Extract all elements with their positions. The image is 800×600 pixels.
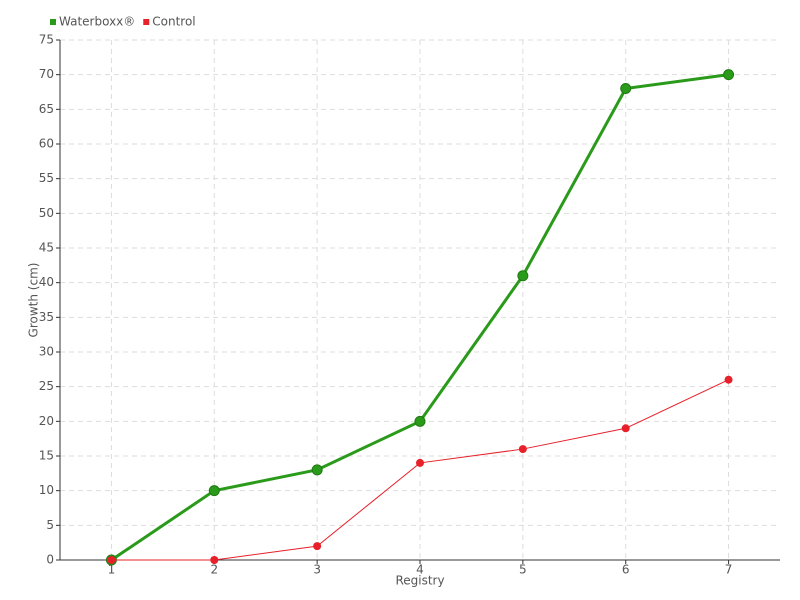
y-tick-label: 50 <box>39 206 54 220</box>
series-line <box>111 379 729 561</box>
y-tick-label: 60 <box>39 137 54 151</box>
y-tick-label: 5 <box>46 518 54 532</box>
data-point <box>210 556 219 564</box>
legend-swatch <box>50 19 56 25</box>
x-axis-label: Registry <box>395 574 444 588</box>
y-tick-label: 15 <box>39 449 54 463</box>
data-point <box>724 375 733 384</box>
y-tick-label: 35 <box>39 310 54 324</box>
data-point <box>311 464 323 476</box>
x-tick-label: 6 <box>622 563 630 577</box>
y-tick-label: 45 <box>39 241 54 255</box>
x-tick-label: 2 <box>210 563 218 577</box>
x-tick-label: 7 <box>725 563 733 577</box>
y-tick-label: 25 <box>39 379 54 393</box>
grid <box>60 39 780 561</box>
data-point <box>414 415 426 427</box>
legend-label: Control <box>152 15 195 29</box>
y-tick-label: 30 <box>39 345 54 359</box>
y-axis-label: Growth (cm) <box>27 263 41 338</box>
x-tick-label: 5 <box>519 563 527 577</box>
x-tick-label: 4 <box>416 563 424 577</box>
data-point <box>313 542 322 551</box>
y-tick-label: 20 <box>39 414 54 428</box>
data-point <box>621 424 630 433</box>
data-point <box>723 69 735 81</box>
y-tick-label: 70 <box>39 67 54 81</box>
y-tick-label: 0 <box>46 553 54 567</box>
data-point <box>208 485 220 497</box>
data-point <box>107 556 116 564</box>
x-tick-label: 1 <box>108 563 116 577</box>
y-tick-label: 65 <box>39 102 54 116</box>
y-tick-label: 10 <box>39 483 54 497</box>
legend-label: Waterboxx® <box>59 15 135 29</box>
data-point <box>620 83 632 95</box>
y-tick-label: 75 <box>39 33 54 47</box>
data-point <box>416 458 424 467</box>
legend-swatch <box>143 19 150 25</box>
x-tick-label: 3 <box>313 563 321 577</box>
data-point <box>517 270 529 282</box>
data-point <box>518 445 527 454</box>
y-tick-label: 40 <box>39 275 54 289</box>
y-tick-label: 55 <box>39 171 54 185</box>
